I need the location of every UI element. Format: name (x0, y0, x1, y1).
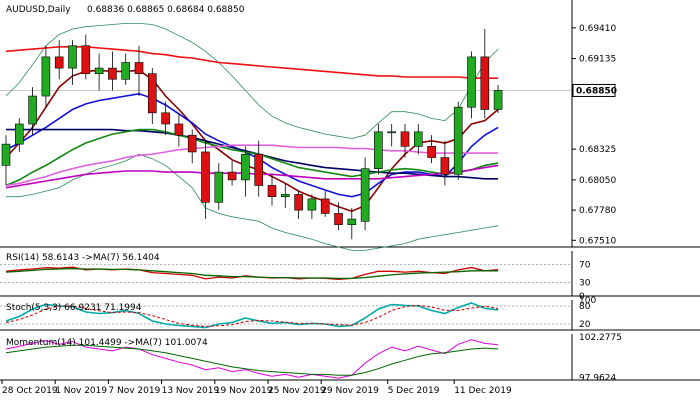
stoch-signal-line (5, 304, 499, 327)
stoch-tick-label: 100 (579, 296, 596, 306)
date-tick-label: 5 Dec 2019 (388, 386, 440, 396)
price-panel: 0.694100.691350.688590.683250.680500.677… (0, 0, 700, 251)
candle-body (54, 56, 64, 69)
candle-body (413, 131, 423, 147)
candle-body (440, 157, 450, 175)
candle-body (400, 131, 410, 147)
candle-body (121, 62, 130, 80)
last-price-box (572, 83, 616, 97)
price-tick-label: 0.69410 (579, 24, 616, 34)
candle-body (81, 45, 91, 74)
candle-body (161, 112, 170, 125)
rsi-tick-label: 70 (579, 261, 591, 271)
candle-body (453, 106, 463, 175)
last-price-label: 0.68850 (576, 86, 617, 96)
price-tick-label: 0.67780 (579, 206, 616, 216)
moving-average-ma_violet (5, 164, 499, 189)
candle-body (1, 143, 11, 166)
date-tick-label: 7 Nov 2019 (108, 386, 160, 396)
momentum-label: Momentum(14) 101.4499 ->MA(7) 101.0074 (6, 338, 208, 348)
moving-average-ma_blue (5, 92, 499, 198)
candle-body (347, 218, 357, 225)
candle-body (108, 67, 117, 80)
momentum-tick-label: 97.9624 (579, 374, 616, 384)
candle-body (374, 131, 383, 170)
date-tick-label: 29 Nov 2019 (321, 386, 379, 396)
date-tick-label: 19 Nov 2019 (215, 386, 273, 396)
date-tick-label: 11 Dec 2019 (454, 386, 512, 396)
bollinger-upper (5, 22, 499, 139)
candle-body (493, 90, 503, 110)
candle-body (280, 194, 290, 197)
chart-title: AUDUSD,Daily (6, 5, 71, 15)
candle-body (467, 56, 476, 108)
momentum-panel: 102.2775 97.9624 (0, 333, 700, 384)
candle-body (41, 56, 51, 97)
momentum-series-line (5, 344, 499, 376)
candle-body (227, 171, 237, 181)
price-tick-label: 0.68050 (579, 176, 616, 186)
date-tick-label: 25 Nov 2019 (268, 386, 326, 396)
candle-body (187, 134, 197, 153)
candle-body (28, 95, 37, 125)
date-tick-label: 28 Oct 2019 (2, 386, 58, 396)
candle-body (94, 67, 104, 74)
rsi-panel: 70 30 0 (0, 251, 700, 302)
momentum-series-line (5, 339, 499, 379)
candle-body (427, 146, 436, 158)
candle-body (320, 198, 330, 214)
candle-body (334, 213, 343, 225)
moving-average-ma_green (5, 128, 499, 187)
candle-body (254, 153, 263, 186)
candle-body (148, 73, 157, 114)
candle-body (15, 123, 24, 145)
candle-body (134, 62, 144, 74)
candle-body (174, 123, 184, 136)
candle-body (68, 45, 77, 69)
candle-body (241, 153, 250, 181)
candle-body (480, 56, 490, 110)
stoch-tick-label: 80 (579, 302, 591, 312)
candle-body (214, 171, 224, 203)
rsi-series-line (5, 267, 499, 280)
candle-body (267, 185, 277, 197)
candle-body (201, 151, 210, 203)
date-tick-label: 13 Nov 2019 (162, 386, 220, 396)
candle-body (294, 194, 303, 211)
price-tick-label: 0.68325 (579, 145, 616, 155)
rsi-label: RSI(14) 58.6143 ->MA(7) 56.1404 (6, 253, 160, 263)
stoch-main-line (5, 302, 499, 329)
rsi-tick-label: 0 (579, 292, 585, 302)
price-tick-label: 0.69135 (579, 55, 616, 65)
candle-body (307, 198, 317, 211)
rsi-tick-label: 30 (579, 279, 591, 289)
bollinger-lower (6, 153, 499, 251)
moving-average-ma_darkred (5, 69, 499, 213)
candle-body (387, 131, 397, 134)
price-tick-label: 0.67510 (579, 236, 616, 246)
stoch-label: Stoch(5,3,3) 66.9231 71.1994 (6, 303, 142, 313)
momentum-tick-label: 102.2775 (579, 333, 622, 343)
moving-average-ma_pink (5, 144, 499, 187)
date-tick-label: 1 Nov 2019 (55, 386, 107, 396)
stoch-tick-label: 20 (579, 320, 591, 330)
candle-body (360, 168, 370, 222)
ohlc-header: 0.68836 0.68865 0.68684 0.68850 (87, 5, 245, 15)
